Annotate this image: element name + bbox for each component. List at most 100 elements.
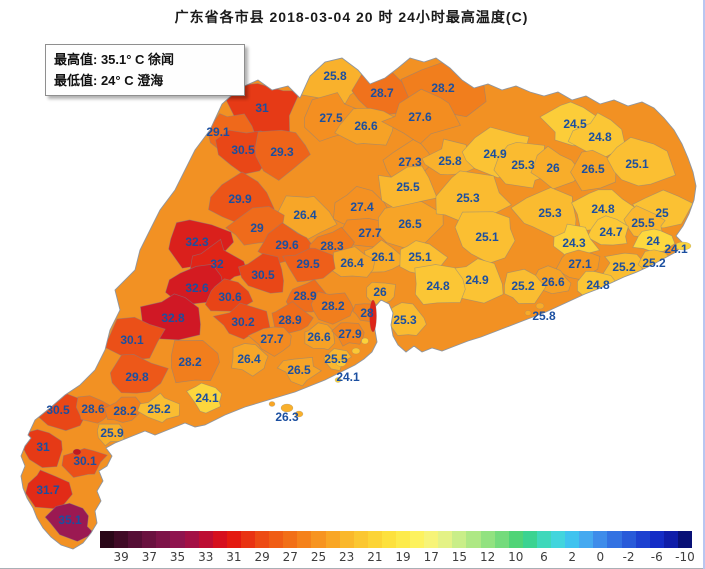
county-region xyxy=(331,322,365,347)
temperature-label: 32.6 xyxy=(185,281,209,295)
temperature-label: 24.8 xyxy=(591,202,615,216)
county-region xyxy=(454,211,516,264)
temperature-label: 28.2 xyxy=(321,299,345,313)
page-title: 广东省各市县 2018-03-04 20 时 24小时最高温度(C) xyxy=(174,9,529,25)
island-patch xyxy=(72,448,82,456)
temperature-label: 30.1 xyxy=(73,454,97,468)
island-patch xyxy=(294,410,304,418)
county-region xyxy=(530,145,583,190)
island-patch xyxy=(535,302,545,310)
county-region xyxy=(238,253,284,294)
temperature-label: 27.5 xyxy=(319,111,343,125)
temperature-label: 27.1 xyxy=(568,257,592,271)
temperature-label: 25.8 xyxy=(323,69,347,83)
island-patch xyxy=(361,337,369,345)
temperature-label: 25.5 xyxy=(324,352,348,366)
min-value-line: 最低值: 24° C 澄海 xyxy=(54,73,164,88)
county-region xyxy=(61,448,108,478)
temperature-label: 24.9 xyxy=(465,273,489,287)
county-region xyxy=(282,247,336,283)
temperature-label: 29 xyxy=(250,221,264,235)
county-region xyxy=(231,343,269,377)
temperature-label: 25.9 xyxy=(100,426,124,440)
county-region xyxy=(606,137,676,187)
temperature-label: 26.6 xyxy=(307,330,331,344)
temperature-label: 30.5 xyxy=(231,143,255,157)
temperature-label: 28.7 xyxy=(370,86,394,100)
county-region xyxy=(586,215,629,246)
temperature-label: 28.9 xyxy=(278,313,302,327)
county-region xyxy=(271,301,314,334)
temperature-label: 28.2 xyxy=(431,81,455,95)
province-region-layer xyxy=(21,58,696,549)
temperature-label: 28.3 xyxy=(320,239,344,253)
temperature-label: 30.6 xyxy=(218,290,242,304)
temperature-label: 25.2 xyxy=(511,279,535,293)
temperature-label: 26.3 xyxy=(275,410,299,424)
temperature-label: 26.6 xyxy=(541,275,565,289)
county-region xyxy=(304,322,336,351)
temperature-label: 30.1 xyxy=(120,333,144,347)
county-region xyxy=(310,291,354,325)
temperature-label: 25.1 xyxy=(625,157,649,171)
temperature-label: 28.2 xyxy=(113,404,137,418)
island-patch xyxy=(369,299,377,333)
temperature-label: 26.5 xyxy=(398,217,422,231)
temperature-label: 31.7 xyxy=(36,483,60,497)
county-region xyxy=(170,340,220,384)
county-region xyxy=(109,354,169,394)
temperature-label: 31 xyxy=(36,440,50,454)
temperature-label: 28 xyxy=(360,306,374,320)
county-region xyxy=(75,395,114,424)
temperature-label: 30.2 xyxy=(231,315,255,329)
temperature-label: 25.5 xyxy=(396,180,420,194)
temperature-label: 32.8 xyxy=(161,311,185,325)
temperature-label: 24.9 xyxy=(483,147,507,161)
temperature-label: 29.8 xyxy=(125,370,149,384)
temperature-label: 29.5 xyxy=(296,257,320,271)
temperature-label: 27.9 xyxy=(338,327,362,341)
temperature-label: 35.1 xyxy=(58,513,82,527)
island-patch xyxy=(268,401,276,407)
temperature-label: 25.8 xyxy=(438,154,462,168)
island-patch xyxy=(524,310,532,316)
county-region xyxy=(377,165,438,208)
temperature-label: 30.5 xyxy=(46,403,70,417)
temperature-label: 29.1 xyxy=(206,125,230,139)
temperature-label: 25.3 xyxy=(538,206,562,220)
temperature-label: 25.2 xyxy=(642,256,666,270)
province-outline xyxy=(20,57,697,550)
temperature-label: 24.8 xyxy=(426,279,450,293)
county-region xyxy=(504,268,547,304)
county-region xyxy=(323,348,352,372)
county-region xyxy=(247,326,292,357)
county-region xyxy=(97,423,125,447)
temperature-label: 26.5 xyxy=(581,162,605,176)
temperature-label: 26 xyxy=(546,161,560,175)
temperature-label: 32 xyxy=(210,257,224,271)
temperature-label: 26.1 xyxy=(371,250,395,264)
county-region xyxy=(137,392,180,423)
temperature-label: 27.7 xyxy=(358,226,382,240)
temperature-label: 25.3 xyxy=(511,158,535,172)
temperature-label: 32.3 xyxy=(185,235,209,249)
temperature-label: 25.2 xyxy=(147,402,171,416)
temperature-label: 26.5 xyxy=(287,363,311,377)
county-region xyxy=(186,382,223,414)
temperature-label: 25.5 xyxy=(631,216,655,230)
temperature-label: 30.5 xyxy=(251,268,275,282)
temperature-label: 27.6 xyxy=(408,110,432,124)
island-patch xyxy=(280,403,294,413)
temperature-label: 27.3 xyxy=(398,155,422,169)
temperature-label: 28.6 xyxy=(81,402,105,416)
temperature-label: 24.3 xyxy=(562,236,586,250)
temperature-label: 24.8 xyxy=(588,130,612,144)
temperature-label: 26.4 xyxy=(293,208,317,222)
county-region xyxy=(276,357,322,387)
temperature-label: 25.3 xyxy=(456,191,480,205)
county-region xyxy=(44,502,95,542)
county-region xyxy=(334,107,396,146)
temperature-label: 28.9 xyxy=(293,289,317,303)
temperature-label: 24.1 xyxy=(336,370,360,384)
